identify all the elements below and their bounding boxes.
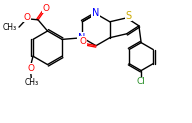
Text: O: O (23, 13, 30, 22)
Text: O: O (27, 64, 35, 73)
Text: Cl: Cl (137, 77, 146, 86)
Text: O: O (43, 4, 50, 13)
Text: N: N (78, 33, 85, 43)
Text: N: N (92, 8, 99, 18)
Text: CH₃: CH₃ (3, 23, 17, 32)
Text: CH₃: CH₃ (24, 78, 38, 87)
Text: O: O (80, 37, 87, 46)
Text: S: S (125, 11, 131, 21)
